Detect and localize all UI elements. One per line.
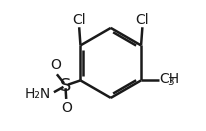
Text: O: O xyxy=(61,101,72,115)
Text: S: S xyxy=(60,77,71,95)
Text: CH: CH xyxy=(159,72,179,86)
Text: O: O xyxy=(50,58,61,72)
Text: H₂N: H₂N xyxy=(24,87,51,101)
Text: 3: 3 xyxy=(167,77,173,87)
Text: Cl: Cl xyxy=(136,13,149,27)
Text: Cl: Cl xyxy=(72,13,86,27)
